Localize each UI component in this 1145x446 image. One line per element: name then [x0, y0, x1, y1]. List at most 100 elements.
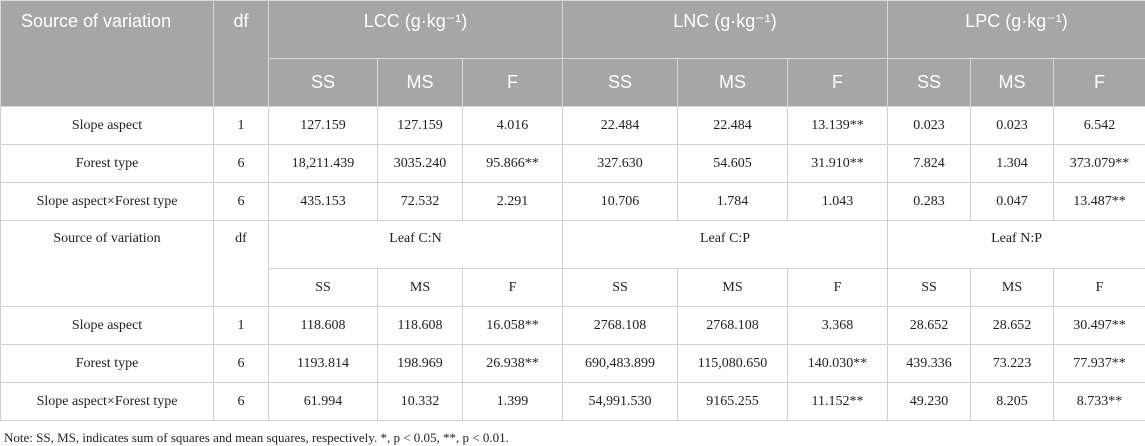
table-cell: 6	[214, 183, 269, 221]
table-cell: 127.159	[378, 107, 463, 145]
sub-header: SS	[269, 269, 378, 307]
table-cell: 118.608	[378, 307, 463, 345]
table-cell: 77.937**	[1054, 345, 1145, 383]
table-cell: 10.706	[563, 183, 678, 221]
group-header: LPC (g·kg⁻¹)	[888, 1, 1145, 59]
sub-header: MS	[678, 269, 788, 307]
table-cell: 13.139**	[788, 107, 888, 145]
table-cell: 1.304	[971, 145, 1054, 183]
sub-header: F	[463, 269, 563, 307]
table-cell: 0.047	[971, 183, 1054, 221]
table-cell: 4.016	[463, 107, 563, 145]
sub-header: SS	[888, 269, 971, 307]
table-cell: 690,483.899	[563, 345, 678, 383]
table-cell: 435.153	[269, 183, 378, 221]
table-cell: 11.152**	[788, 383, 888, 421]
table-cell: 1.784	[678, 183, 788, 221]
table-cell: 6	[214, 383, 269, 421]
table-cell: 10.332	[378, 383, 463, 421]
table-cell: 8.733**	[1054, 383, 1145, 421]
table-cell: 3.368	[788, 307, 888, 345]
table-cell: 73.223	[971, 345, 1054, 383]
table-cell: 28.652	[971, 307, 1054, 345]
sub-header: MS	[678, 59, 788, 107]
sub-header: F	[788, 59, 888, 107]
table-cell: 373.079**	[1054, 145, 1145, 183]
header-cell: df	[214, 221, 269, 307]
table-cell: 31.910**	[788, 145, 888, 183]
table-cell: 22.484	[563, 107, 678, 145]
sub-header: F	[788, 269, 888, 307]
table-cell: 1.043	[788, 183, 888, 221]
sub-header: SS	[563, 59, 678, 107]
table-cell: 115,080.650	[678, 345, 788, 383]
sub-header: F	[1054, 59, 1145, 107]
table-cell: 118.608	[269, 307, 378, 345]
group-header: LCC (g·kg⁻¹)	[269, 1, 563, 59]
header-cell: Source of variation	[1, 221, 214, 307]
sub-header: MS	[971, 59, 1054, 107]
table-cell: 30.497**	[1054, 307, 1145, 345]
table-cell: 9165.255	[678, 383, 788, 421]
sub-header: SS	[563, 269, 678, 307]
table-cell: 6	[214, 145, 269, 183]
table-cell: 2768.108	[563, 307, 678, 345]
sub-header: F	[1054, 269, 1145, 307]
table-cell: 18,211.439	[269, 145, 378, 183]
table-cell: 16.058**	[463, 307, 563, 345]
group-header: Leaf C:P	[563, 221, 888, 269]
sub-header: SS	[888, 59, 971, 107]
table-cell: 8.205	[971, 383, 1054, 421]
table-cell: 13.487**	[1054, 183, 1145, 221]
table-cell: 127.159	[269, 107, 378, 145]
table-cell: 54,991.530	[563, 383, 678, 421]
sub-header: MS	[378, 269, 463, 307]
table-cell: 439.336	[888, 345, 971, 383]
group-header: Leaf C:N	[269, 221, 563, 269]
table-cell: Slope aspect	[1, 107, 214, 145]
table-cell: Slope aspect	[1, 307, 214, 345]
table-cell: 1	[214, 307, 269, 345]
table-cell: 54.605	[678, 145, 788, 183]
table-cell: 61.994	[269, 383, 378, 421]
table-cell: Slope aspect×Forest type	[1, 383, 214, 421]
table-cell: 2.291	[463, 183, 563, 221]
page: {"header": {"source": "Source of variati…	[0, 0, 1145, 429]
table-cell: 198.969	[378, 345, 463, 383]
table-cell: 6.542	[1054, 107, 1145, 145]
table-cell: 3035.240	[378, 145, 463, 183]
sub-header: MS	[378, 59, 463, 107]
header-cell: Source of variation	[1, 1, 214, 107]
sub-header: SS	[269, 59, 378, 107]
table-cell: 1.399	[463, 383, 563, 421]
table-cell: 6	[214, 345, 269, 383]
table-cell: 95.866**	[463, 145, 563, 183]
table-cell: 72.532	[378, 183, 463, 221]
table-cell: Slope aspect×Forest type	[1, 183, 214, 221]
table-cell: 0.023	[888, 107, 971, 145]
table-cell: 28.652	[888, 307, 971, 345]
table-cell: 2768.108	[678, 307, 788, 345]
table-cell: 7.824	[888, 145, 971, 183]
table-cell: Forest type	[1, 345, 214, 383]
header-cell: df	[214, 1, 269, 107]
table-cell: Forest type	[1, 145, 214, 183]
group-header: Leaf N:P	[888, 221, 1145, 269]
table-note: Note: SS, MS, indicates sum of squares a…	[0, 421, 1145, 446]
table-cell: 49.230	[888, 383, 971, 421]
table-cell: 1	[214, 107, 269, 145]
table-cell: 0.023	[971, 107, 1054, 145]
table-cell: 327.630	[563, 145, 678, 183]
table-cell: 22.484	[678, 107, 788, 145]
group-header: LNC (g·kg⁻¹)	[563, 1, 888, 59]
table-cell: 26.938**	[463, 345, 563, 383]
table-cell: 140.030**	[788, 345, 888, 383]
